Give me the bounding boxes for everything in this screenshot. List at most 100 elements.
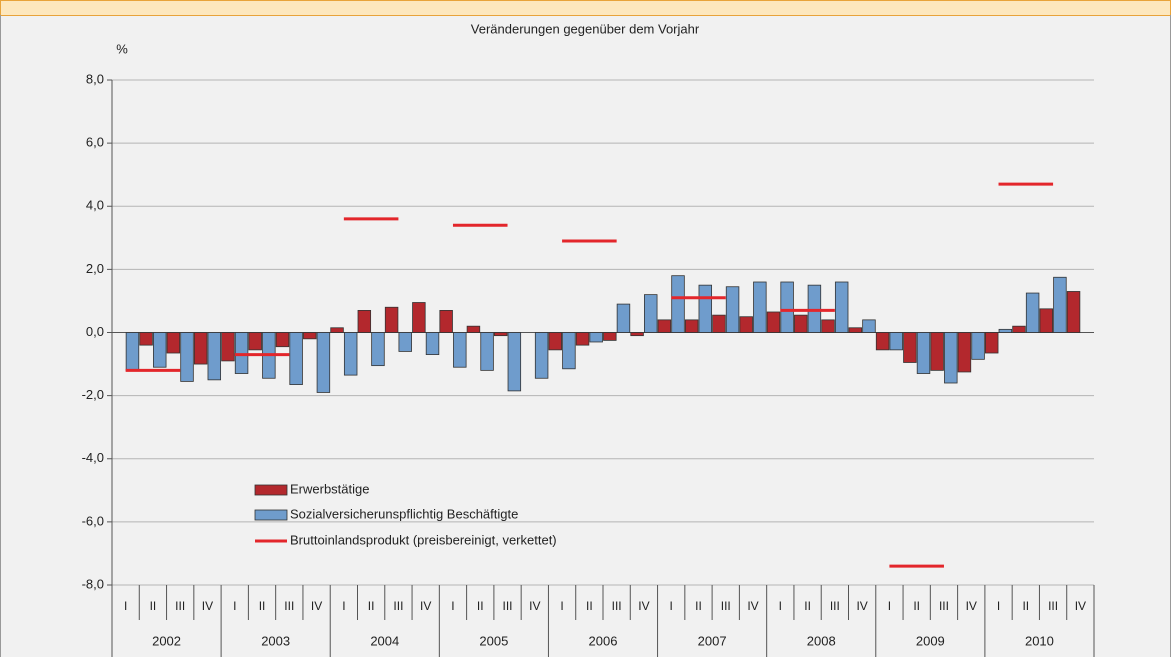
x-tick-label: III — [830, 599, 840, 613]
bar — [303, 332, 317, 340]
y-tick-label: -8,0 — [82, 576, 104, 591]
bar — [889, 332, 903, 351]
x-tick-label: IV — [1075, 599, 1086, 613]
year-label: 2010 — [1025, 633, 1054, 648]
bar — [453, 332, 467, 368]
year-label: 2004 — [370, 633, 399, 648]
bar — [1039, 308, 1053, 333]
x-tick-label: III — [175, 599, 185, 613]
legend-swatch — [254, 509, 288, 521]
bar — [998, 328, 1013, 333]
x-tick-label: IV — [529, 599, 540, 613]
bar — [439, 310, 453, 333]
x-tick-label: III — [284, 599, 294, 613]
bar — [616, 303, 631, 333]
bar — [916, 332, 931, 374]
bar — [698, 284, 713, 333]
y-tick-label: 2,0 — [86, 261, 104, 276]
bar — [384, 306, 399, 333]
bar — [657, 319, 672, 333]
x-tick-label: I — [451, 599, 454, 613]
x-tick-label: I — [560, 599, 563, 613]
x-tick-label: IV — [638, 599, 649, 613]
bar — [862, 319, 876, 333]
x-tick-label: II — [368, 599, 375, 613]
x-tick-label: III — [393, 599, 403, 613]
x-tick-label: IV — [747, 599, 758, 613]
bar — [875, 332, 890, 351]
bar — [534, 332, 549, 379]
x-tick-label: II — [913, 599, 920, 613]
bar — [1025, 292, 1040, 333]
y-tick-label: 6,0 — [86, 135, 104, 150]
bar — [139, 332, 153, 346]
bar — [125, 332, 140, 371]
legend-label: Erwerbstätige — [290, 481, 369, 496]
y-tick-label: 4,0 — [86, 198, 104, 213]
bar — [834, 281, 849, 333]
x-tick-label: II — [804, 599, 811, 613]
legend-label: Bruttoinlandsprodukt (preisbereinigt, ve… — [290, 532, 557, 547]
x-tick-label: IV — [966, 599, 977, 613]
bar — [684, 319, 699, 333]
bar — [712, 314, 726, 333]
year-label: 2009 — [916, 633, 945, 648]
bar — [357, 310, 372, 333]
bar — [493, 332, 508, 337]
y-tick-label: 0,0 — [86, 324, 104, 339]
bar — [671, 275, 685, 333]
y-unit: % — [116, 41, 128, 56]
x-tick-label: IV — [856, 599, 867, 613]
bar — [903, 332, 917, 363]
bar — [984, 332, 999, 354]
bar — [739, 316, 753, 333]
bar — [562, 332, 576, 370]
bar — [480, 332, 494, 371]
x-tick-label: I — [342, 599, 345, 613]
header-strip — [0, 0, 1171, 16]
x-tick-label: III — [939, 599, 949, 613]
bar — [821, 319, 835, 333]
x-tick-label: I — [124, 599, 127, 613]
x-tick-label: II — [477, 599, 484, 613]
x-tick-label: I — [670, 599, 673, 613]
bar — [316, 332, 331, 393]
x-tick-label: I — [233, 599, 236, 613]
bar — [807, 284, 822, 333]
bar — [166, 332, 181, 354]
x-tick-label: III — [503, 599, 513, 613]
x-tick-label: III — [612, 599, 622, 613]
y-tick-label: -6,0 — [82, 513, 104, 528]
bar — [725, 286, 740, 333]
bar — [944, 332, 958, 384]
bar — [398, 332, 412, 352]
x-tick-label: IV — [311, 599, 322, 613]
bar — [248, 332, 262, 351]
bar — [957, 332, 972, 373]
y-tick-label: 8,0 — [86, 71, 104, 86]
bar — [180, 332, 194, 382]
bar — [153, 332, 167, 368]
x-tick-label: III — [721, 599, 731, 613]
year-label: 2005 — [479, 633, 508, 648]
legend-label: Sozialversicherunspflichtig Beschäftigte — [290, 506, 518, 521]
legend-swatch — [254, 484, 288, 496]
y-tick-label: -2,0 — [82, 387, 104, 402]
bar — [371, 332, 385, 367]
x-tick-label: IV — [420, 599, 431, 613]
bar — [753, 281, 767, 333]
year-label: 2007 — [698, 633, 727, 648]
x-tick-label: IV — [202, 599, 213, 613]
x-tick-label: II — [586, 599, 593, 613]
bar — [766, 311, 781, 333]
bar — [1066, 291, 1081, 333]
bar — [548, 332, 562, 351]
bar — [971, 332, 985, 360]
x-tick-label: II — [259, 599, 266, 613]
x-tick-label: I — [888, 599, 891, 613]
x-tick-label: I — [997, 599, 1000, 613]
bar — [1053, 276, 1067, 333]
bar — [1012, 325, 1026, 333]
